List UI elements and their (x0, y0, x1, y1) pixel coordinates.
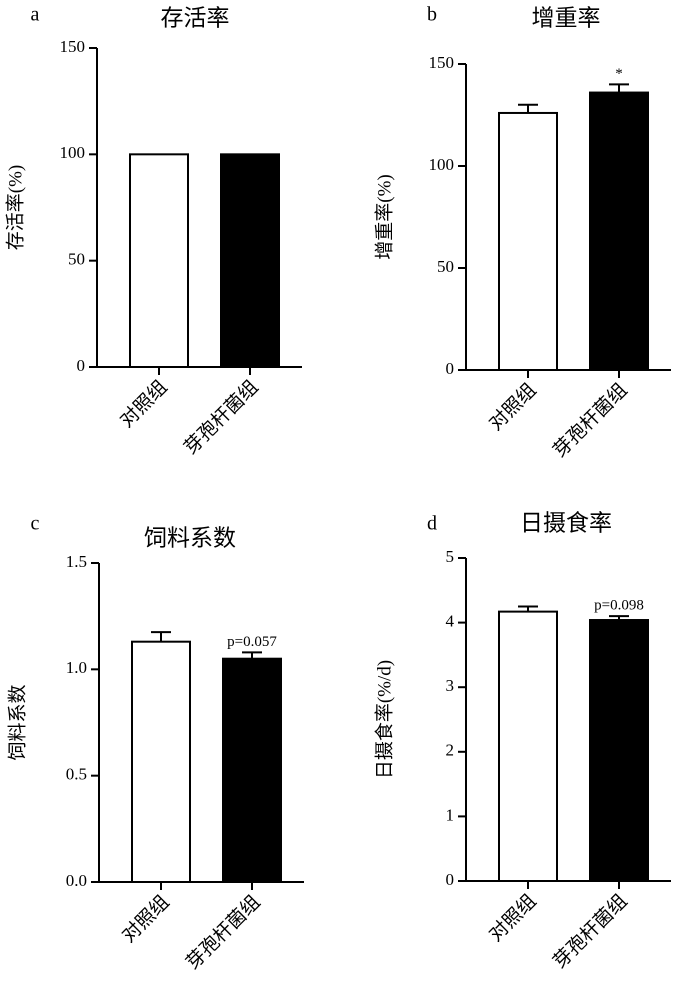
y-tick-label: 0 (77, 356, 86, 375)
x-tick-label: 对照组 (485, 379, 541, 435)
y-axis-label: 饲料系数 (6, 684, 28, 760)
y-tick-label: 1 (446, 805, 455, 824)
bar (589, 619, 649, 882)
error-bar (518, 103, 538, 113)
x-tick-label: 芽孢杆菌组 (549, 890, 632, 973)
bar (589, 91, 649, 371)
x-tick-label: 对照组 (116, 376, 172, 432)
chart-title: 饲料系数 (144, 525, 236, 550)
chart-title: 日摄食率 (520, 510, 612, 535)
bar (498, 111, 558, 372)
panel-letter: a (31, 4, 40, 26)
panel-letter: d (427, 513, 437, 535)
x-tick-label: 对照组 (485, 890, 541, 946)
y-axis-label: 日摄食率(%/d) (373, 660, 395, 779)
bar (129, 153, 189, 368)
panel-letter: c (31, 513, 40, 535)
y-tick-label: 150 (60, 37, 86, 56)
annotation: p=0.098 (594, 598, 644, 614)
x-tick-label: 芽孢杆菌组 (180, 376, 263, 459)
bar (222, 657, 282, 884)
x-tick-label: 对照组 (118, 891, 174, 947)
y-tick-label: 2 (446, 741, 455, 760)
y-tick-label: 0.0 (66, 871, 87, 890)
panel-letter: b (427, 4, 437, 26)
y-tick-label: 150 (429, 53, 455, 72)
bar (131, 640, 191, 883)
chart-title: 增重率 (532, 5, 601, 30)
y-tick-label: 0.5 (66, 765, 87, 784)
y-tick-label: 0 (446, 359, 455, 378)
annotation: * (615, 66, 623, 82)
y-tick-label: 50 (68, 250, 85, 269)
bar (220, 153, 280, 368)
bar (498, 610, 558, 882)
y-tick-label: 0 (446, 870, 455, 889)
x-tick-label: 芽孢杆菌组 (549, 379, 632, 462)
error-bar (242, 651, 262, 659)
y-tick-label: 1.5 (66, 552, 87, 571)
y-axis-label: 增重率(%) (373, 174, 395, 259)
y-axis-label: 存活率(%) (4, 165, 26, 250)
chart-title: 存活率 (161, 5, 230, 30)
y-tick-label: 100 (60, 143, 86, 162)
y-tick-label: 3 (446, 676, 455, 695)
error-bar (151, 631, 171, 642)
error-bar (609, 83, 629, 93)
y-tick-label: 1.0 (66, 658, 87, 677)
x-tick-label: 芽孢杆菌组 (182, 891, 265, 974)
y-tick-label: 5 (446, 547, 455, 566)
y-tick-label: 4 (446, 612, 455, 631)
y-tick-label: 100 (429, 155, 455, 174)
y-tick-label: 50 (437, 257, 454, 276)
annotation: p=0.057 (227, 634, 277, 650)
